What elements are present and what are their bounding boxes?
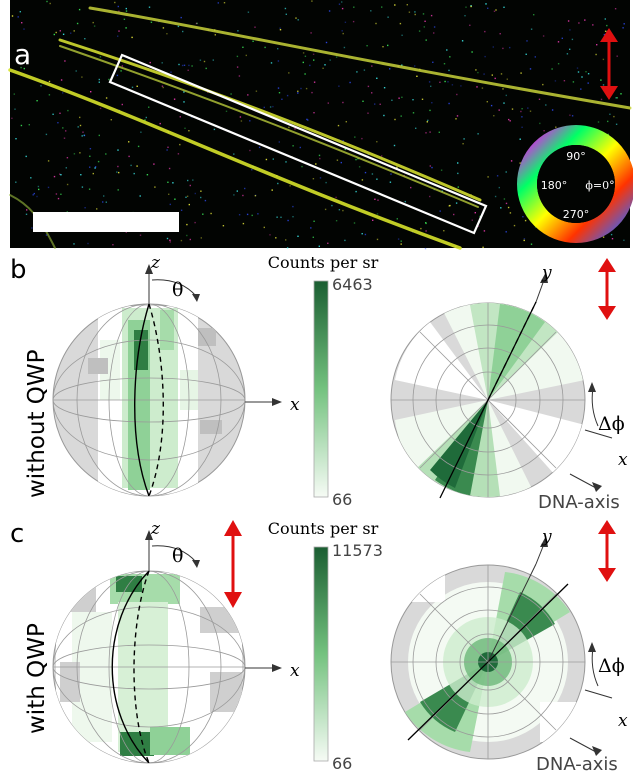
axis-y-b: y <box>541 263 552 283</box>
colorbar-max-c: 11573 <box>332 541 383 560</box>
colorbar-b: Counts per sr 6463 66 <box>268 253 379 509</box>
orientation-color-wheel: 90° 180° ϕ=0° 270° <box>517 125 633 243</box>
axis-x-right-c: x <box>618 711 628 731</box>
axis-x-b: x <box>290 395 300 415</box>
axis-x-c: x <box>290 661 300 681</box>
colorbar-title-c: Counts per sr <box>268 519 379 538</box>
roi-rectangle <box>108 53 488 235</box>
colorbar-max-b: 6463 <box>332 275 373 294</box>
polarization-arrow-a <box>600 28 618 100</box>
polarization-arrow-b <box>598 258 616 320</box>
colorbar-c: Counts per sr 11573 66 <box>268 519 383 773</box>
polarization-arrow-c-left <box>224 520 242 608</box>
dna-strands <box>8 6 632 250</box>
wheel-label-90: 90° <box>566 150 586 163</box>
delta-phi-b: Δϕ <box>598 413 625 435</box>
colorbar-min-b: 66 <box>332 490 352 509</box>
sphere-c: z θ x <box>52 519 300 764</box>
panel-b-label: b <box>10 255 27 285</box>
dna-axis-b: DNA-axis <box>538 492 620 512</box>
panel-b-side-label: without QWP <box>24 349 50 498</box>
axis-z-c: z <box>150 519 161 539</box>
sphere-b: z θ x <box>52 253 300 497</box>
wheel-label-180: 180° <box>541 179 568 192</box>
dna-axis-c: DNA-axis <box>536 754 618 773</box>
theta-b: θ <box>172 279 183 301</box>
theta-c: θ <box>172 545 183 567</box>
axis-z-b: z <box>150 253 161 273</box>
microscopy-panel: a 90° 180° ϕ=0° 270° <box>8 0 633 250</box>
panel-a-label: a <box>14 38 31 71</box>
scale-bar <box>33 212 179 232</box>
wheel-label-270: 270° <box>563 208 590 221</box>
panel-c-side-label: with QWP <box>24 623 50 734</box>
polarization-arrow-c-right <box>598 520 616 582</box>
panel-c-label: c <box>10 519 24 549</box>
colorbar-title-b: Counts per sr <box>268 253 379 272</box>
axis-y-c: y <box>541 527 552 547</box>
panel-c: c with QWP <box>10 519 628 773</box>
wheel-label-0: ϕ=0° <box>585 179 614 192</box>
delta-phi-c: Δϕ <box>598 655 625 677</box>
colorbar-min-c: 66 <box>332 754 352 773</box>
panel-b: b without QWP <box>10 253 628 512</box>
polar-plot-c: y Δϕ x DNA-axis <box>390 527 628 773</box>
polar-plot-b: y Δϕ x DNA-axis <box>390 263 628 512</box>
axis-x-right-b: x <box>618 450 628 470</box>
